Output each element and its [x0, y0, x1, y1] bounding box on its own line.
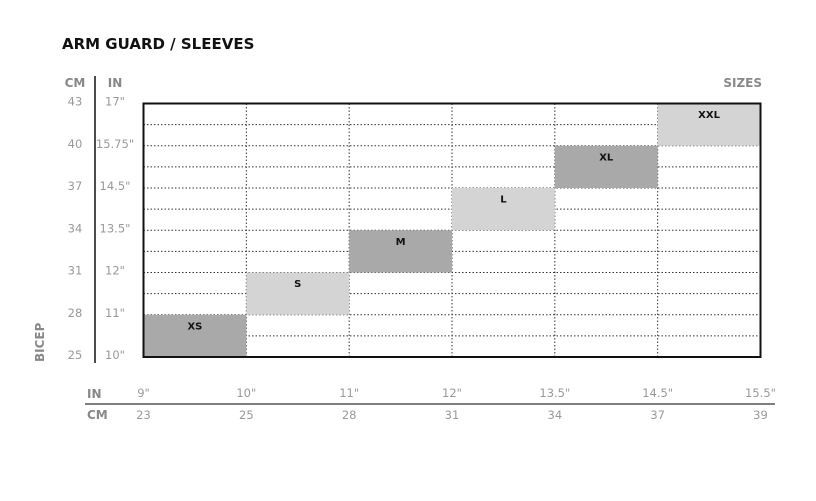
size-label: M: [396, 237, 406, 248]
y-tick-cm: 31: [68, 264, 83, 278]
y-axis-label: BICEP: [33, 322, 47, 362]
x-tick-cm: 39: [753, 408, 768, 422]
size-block-s: [246, 272, 350, 315]
x-tick-in: 9": [137, 386, 150, 400]
x-header-cm: CM: [87, 408, 108, 422]
x-tick-cm: 34: [548, 408, 563, 422]
size-label: XXL: [698, 110, 720, 121]
y-ticks: 25 10" 28 11" 31 12" 34 13.5" 37 14.5" 40 15.75" 43 1…: [68, 95, 134, 363]
size-block-m: [349, 230, 452, 273]
y-tick-in: 13.5": [100, 221, 131, 235]
y-tick-cm: 34: [68, 221, 83, 235]
y-tick-cm: 37: [68, 179, 83, 193]
x-header-in: IN: [87, 387, 102, 401]
x-tick-in: 11": [339, 386, 359, 400]
y-tick-in: 12": [105, 264, 125, 278]
x-tick-cm: 23: [136, 408, 151, 422]
size-block-xxl: [657, 103, 761, 146]
y-tick-cm: 40: [68, 137, 83, 151]
size-block-xl: [554, 145, 658, 188]
y-tick-cm: 28: [68, 306, 83, 320]
x-tick-in: 13.5": [539, 386, 570, 400]
y-header-cm: CM: [65, 76, 86, 90]
size-block-xs: [143, 314, 247, 357]
y-tick-cm: 43: [68, 95, 83, 109]
y-header-in: IN: [108, 76, 123, 90]
sizes-label: SIZES: [723, 76, 762, 90]
x-tick-in: 10": [236, 386, 256, 400]
size-label: XL: [599, 152, 614, 163]
chart-title: ARM GUARD / SLEEVES: [62, 35, 254, 53]
x-tick-cm: 37: [650, 408, 665, 422]
x-tick-cm: 31: [445, 408, 460, 422]
x-tick-in: 12": [442, 386, 462, 400]
x-tick-cm: 28: [342, 408, 357, 422]
x-ticks: 9" 23 10" 25 11" 28 12" 31 13.5" 34 14.5" 37 15.5" 39: [136, 386, 776, 422]
x-tick-cm: 25: [239, 408, 254, 422]
y-tick-in: 10": [105, 348, 125, 362]
y-tick-cm: 25: [68, 348, 83, 362]
x-tick-in: 15.5": [745, 386, 776, 400]
y-tick-in: 15.75": [96, 137, 134, 151]
y-tick-in: 14.5": [100, 179, 131, 193]
y-tick-in: 11": [105, 306, 125, 320]
size-block-l: [452, 188, 555, 231]
size-label: S: [294, 279, 301, 290]
chart-frame: [142, 102, 762, 358]
size-blocks: XS S M L XL XXL: [143, 103, 761, 357]
y-tick-in: 17": [105, 95, 125, 109]
size-label: XS: [187, 321, 202, 332]
x-tick-in: 14.5": [642, 386, 673, 400]
size-label: L: [500, 195, 507, 206]
